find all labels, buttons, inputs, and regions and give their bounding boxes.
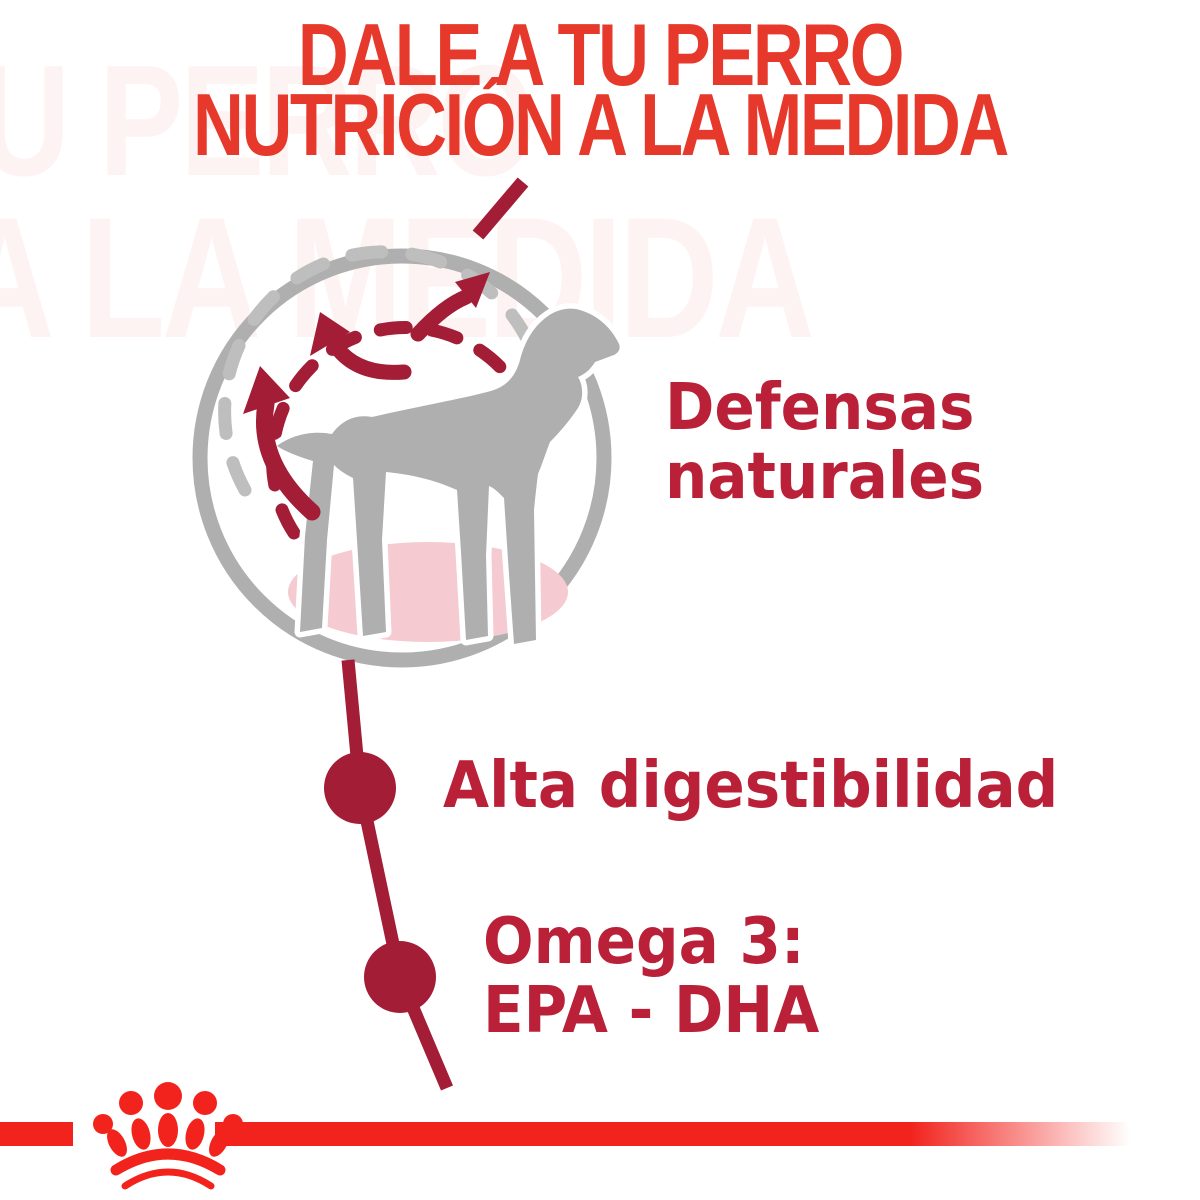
feature-omega-3: Omega 3: EPA - DHA — [483, 908, 819, 1046]
feature-alta-digestibilidad: Alta digestibilidad — [443, 752, 1058, 821]
red-dashed-arc — [266, 321, 522, 577]
crown-jewel — [193, 1091, 217, 1115]
feature-omega-line2: EPA - DHA — [483, 974, 820, 1048]
feature-alta-line1: Alta digestibilidad — [443, 749, 1059, 823]
feature-omega-line1: Omega 3: — [483, 905, 805, 979]
defense-arrow-left-head — [243, 366, 290, 414]
circle-ring — [192, 248, 612, 668]
title-line2: NUTRICIÓN A LA MEDIDA — [193, 75, 1009, 174]
feature-defensas-line2: naturales — [665, 440, 985, 514]
feature-defensas-line1: Defensas — [665, 371, 975, 445]
timeline-lower-segment — [341, 659, 453, 1091]
crown-jewel — [223, 1114, 243, 1134]
dog-silhouette-icon — [271, 303, 626, 650]
crown-jewel — [93, 1114, 113, 1134]
crown-base-arc — [121, 1168, 215, 1190]
title-line1: DALE A TU PERRO — [297, 5, 905, 104]
crown-base-arc — [110, 1148, 226, 1176]
timeline-top-segment — [472, 177, 529, 240]
defense-arrow-mid-body — [325, 334, 412, 380]
footer-stripe-right — [215, 1122, 1130, 1146]
defense-arrow-icons — [243, 272, 490, 521]
crown-spike — [209, 1129, 229, 1157]
royal-canin-crown-logo — [93, 1082, 243, 1190]
ghost-watermark-line2: A LA MEDIDA — [0, 182, 815, 374]
crown-spike — [185, 1118, 205, 1150]
defense-arrow-top-body — [410, 289, 474, 342]
timeline-node-digestibilidad — [324, 752, 396, 824]
gray-dashed-arc — [218, 245, 548, 497]
timeline-connector — [324, 177, 529, 1091]
footer-stripe-left — [0, 1122, 73, 1146]
crown-spike — [131, 1118, 151, 1150]
defense-arrow-top-head — [455, 272, 490, 308]
page-title: DALE A TU PERRO NUTRICIÓN A LA MEDIDA — [0, 5, 1200, 174]
crown-spike — [107, 1129, 127, 1157]
ghost-watermark-line1: TU PERRO — [0, 33, 536, 209]
crown-spike — [158, 1113, 178, 1147]
crown-jewel — [119, 1091, 143, 1115]
defense-arrow-left-body — [256, 395, 321, 521]
defense-arrow-mid-head — [310, 312, 350, 356]
feature-defensas-naturales: Defensas naturales — [665, 374, 984, 512]
timeline-node-omega — [364, 941, 436, 1013]
crown-jewel — [154, 1082, 182, 1110]
